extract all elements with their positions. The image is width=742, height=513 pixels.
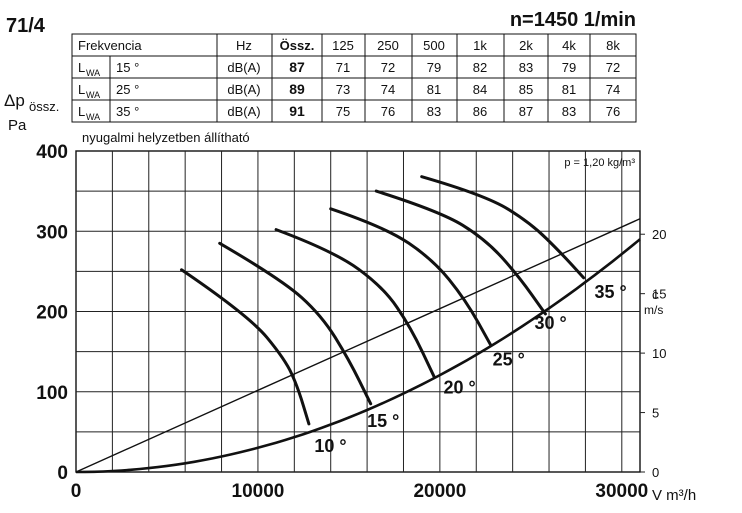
y-tick-label: 0: [57, 463, 68, 484]
x-tick-label: 0: [71, 481, 82, 502]
table-cell: 83: [427, 104, 441, 119]
table-header-cell: 500: [423, 38, 445, 53]
x-tick-label: 20000: [413, 481, 466, 502]
y2-tick-label: 5: [652, 406, 659, 421]
x-tick-label: 10000: [232, 481, 285, 502]
angle-label: 10 °: [314, 436, 346, 456]
table-cell: 79: [427, 60, 441, 75]
table-cell: 76: [606, 104, 620, 119]
table-cell: 81: [427, 82, 441, 97]
y-tick-label: 400: [36, 142, 68, 163]
table-header-cell: 250: [377, 38, 399, 53]
noise-table: Frekvencia Hz Össz. 125 250 500 1k 2k 4k 8kL WA 15 …: [71, 33, 637, 123]
y-tick-label: 200: [36, 303, 68, 324]
table-row-unit: dB(A): [227, 60, 260, 75]
table-row-sublabel: WA: [86, 68, 100, 78]
table-cell: 83: [519, 60, 533, 75]
y-tick-label: 300: [36, 222, 68, 243]
table-row-label: L: [78, 82, 85, 97]
table-cell: 72: [606, 60, 620, 75]
table-row-total: 87: [289, 59, 305, 75]
fan-curve: [218, 241, 373, 406]
table-cell: 85: [519, 82, 533, 97]
table-row-label: L: [78, 60, 85, 75]
y2-tick-label: 15: [652, 287, 666, 302]
table-header-cell: 8k: [606, 38, 620, 53]
angle-label: 30 °: [534, 313, 566, 333]
table-row-unit: dB(A): [227, 104, 260, 119]
table-row-total: 89: [289, 81, 305, 97]
table-header-cell: 2k: [519, 38, 533, 53]
x-tick-label: 30000: [595, 481, 648, 502]
y-tick-label: 100: [36, 383, 68, 404]
table-row-total: 91: [289, 103, 305, 119]
table-row-label: L: [78, 104, 85, 119]
table-header-cell: 1k: [473, 38, 487, 53]
axis-tick-labels: 0 100 200 300 400 0 10000 20000 30000 0 5 10 15 20: [36, 142, 666, 502]
table-header-cell: 125: [332, 38, 354, 53]
table-row-sublabel: WA: [86, 90, 100, 100]
table-cell: 84: [473, 82, 487, 97]
fan-curve: [420, 175, 586, 280]
y-axis-sub: össz.: [29, 99, 59, 114]
table-row-angle: 35 °: [116, 104, 139, 119]
table-cell: 81: [562, 82, 576, 97]
fan-curve: [329, 207, 493, 347]
y-axis-main: Δp: [4, 91, 25, 110]
angle-label: 15 °: [367, 411, 399, 431]
angle-label: 35 °: [595, 282, 627, 302]
y2-tick-label: 20: [652, 227, 666, 242]
system-curve: [75, 238, 641, 474]
angle-labels: 10 ° 15 ° 20 ° 25 ° 30 ° 35 °: [314, 282, 626, 456]
y2-tick-label: 10: [652, 346, 666, 361]
fan-curve: [374, 189, 547, 316]
table-header-cell: Össz.: [280, 38, 315, 53]
table-cell: 72: [381, 60, 395, 75]
table-cell: 74: [381, 82, 395, 97]
fan-curve: [274, 228, 436, 379]
angle-label: 25 °: [493, 349, 525, 369]
table-cell: 76: [381, 104, 395, 119]
model-label: 71/4: [6, 15, 46, 37]
table-row-angle: 25 °: [116, 82, 139, 97]
table-row-angle: 15 °: [116, 60, 139, 75]
table-row-unit: dB(A): [227, 82, 260, 97]
table-header-cell: Frekvencia: [78, 38, 142, 53]
table-cell: 83: [562, 104, 576, 119]
y-axis-title: Δp össz. Pa: [4, 91, 59, 134]
table-cell: 87: [519, 104, 533, 119]
y-axis-unit: Pa: [8, 117, 27, 134]
table-cell: 82: [473, 60, 487, 75]
y2-tick-label: 0: [652, 465, 659, 480]
x-axis-title: V m³/h: [652, 487, 696, 504]
table-cell: 79: [562, 60, 576, 75]
fan-curve: [180, 268, 311, 426]
angle-label: 20 °: [444, 377, 476, 397]
table-header-cell: Hz: [236, 38, 252, 53]
table-header-cell: 4k: [562, 38, 576, 53]
velocity-line: [75, 218, 641, 473]
y2-axis-unit: m/s: [644, 303, 663, 317]
y2-axis-title: c: [652, 287, 659, 302]
table-cell: 86: [473, 104, 487, 119]
plot-grid: [75, 150, 641, 473]
speed-label: n=1450 1/min: [510, 9, 636, 31]
table-cell: 71: [336, 60, 350, 75]
table-cell: 73: [336, 82, 350, 97]
table-cell: 74: [606, 82, 620, 97]
table-cell: 75: [336, 104, 350, 119]
note-label: nyugalmi helyzetben állítható: [82, 130, 250, 145]
table-row-sublabel: WA: [86, 112, 100, 122]
density-label: p = 1,20 kg/m³: [564, 157, 635, 169]
fan-curves: [75, 175, 641, 474]
